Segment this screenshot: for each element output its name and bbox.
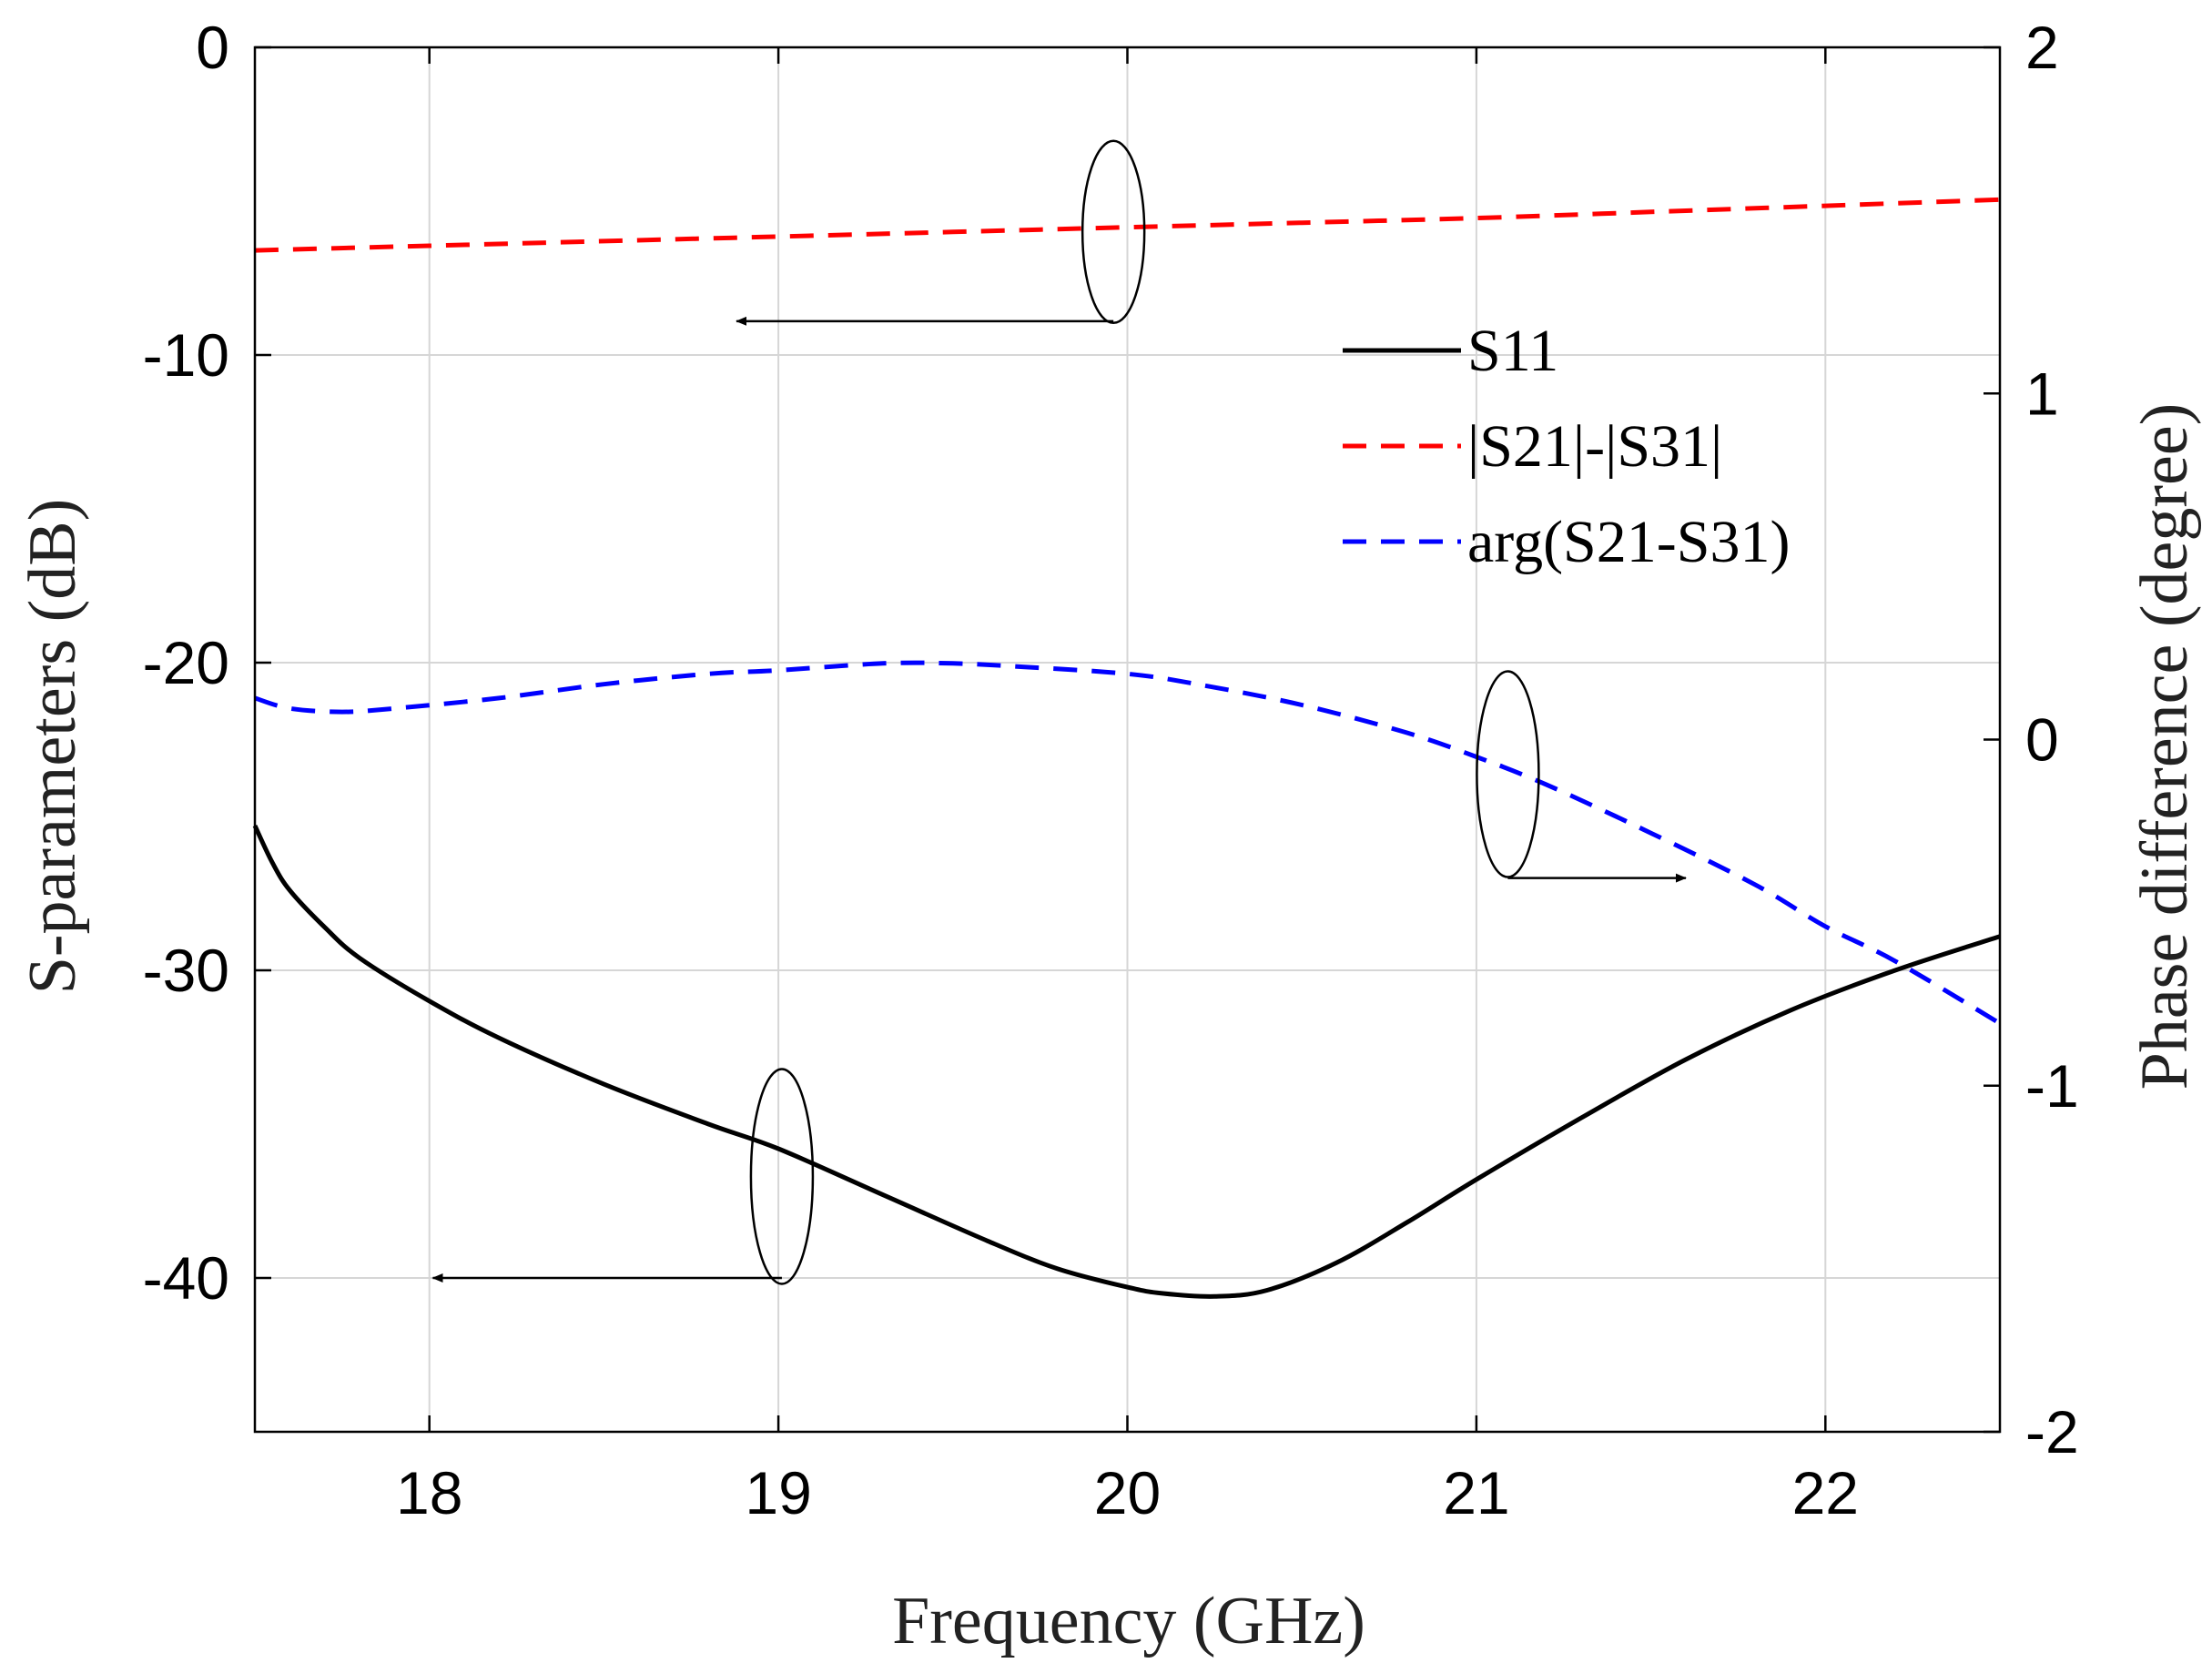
y-right-tick-label: 1 xyxy=(2025,360,2059,427)
annotation-ellipse-s11 xyxy=(749,1068,815,1285)
y-right-tick-label: -2 xyxy=(2025,1398,2079,1465)
x-tick-label: 19 xyxy=(745,1459,811,1526)
x-tick-label: 20 xyxy=(1094,1459,1161,1526)
y-left-tick-label: 0 xyxy=(196,14,229,81)
y-left-tick-label: -20 xyxy=(143,629,229,696)
x-axis-title: Frequency (GHz) xyxy=(892,1584,1365,1658)
y-right-tick-label: 2 xyxy=(2025,14,2059,81)
series-layer xyxy=(252,197,2002,1299)
y-left-ticks: 0 -10 -20 -30 -40 xyxy=(143,14,271,1312)
grid xyxy=(255,46,2000,1432)
y-left-axis-title: S-parameters (dB) xyxy=(15,499,90,995)
x-ticks: 18 19 20 21 22 xyxy=(396,47,1859,1526)
annotation-ellipse-s21-s31 xyxy=(1081,139,1146,325)
annotation-layer xyxy=(431,139,1687,1285)
x-tick-label: 22 xyxy=(1792,1459,1859,1526)
legend-label-3: arg(S21-S31) xyxy=(1467,509,1790,575)
series-line-3 xyxy=(254,660,2002,1026)
legend-label-1: S11 xyxy=(1467,318,1558,384)
y-right-tick-label: -1 xyxy=(2025,1052,2079,1120)
y-right-ticks: 2 1 0 -1 -2 xyxy=(1984,14,2079,1465)
y-left-tick-label: -10 xyxy=(143,321,229,389)
y-right-tick-label: 0 xyxy=(2025,706,2059,774)
series-line-1 xyxy=(252,825,2001,1299)
y-right-axis-title: Phase difference (degree) xyxy=(2127,403,2202,1090)
x-tick-label: 21 xyxy=(1443,1459,1509,1526)
y-left-tick-label: -30 xyxy=(143,937,229,1004)
annotation-ellipse-arg xyxy=(1476,670,1540,878)
legend: S11 |S21|-|S31| arg(S21-S31) xyxy=(1343,318,1790,575)
y-left-tick-label: -40 xyxy=(143,1244,229,1312)
x-tick-label: 18 xyxy=(396,1459,462,1526)
legend-label-2: |S21|-|S31| xyxy=(1467,413,1722,480)
